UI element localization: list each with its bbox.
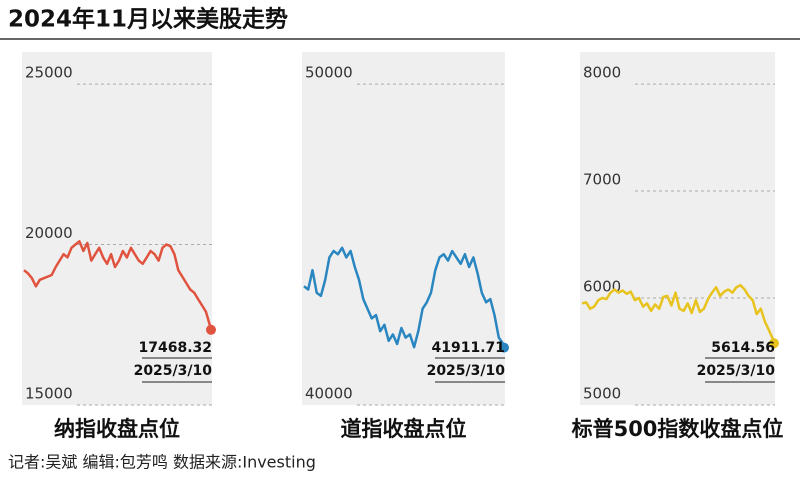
end-value-label: 41911.71 [431,340,505,356]
panel-title: 道指收盘点位 [341,417,467,441]
panel-title: 纳指收盘点位 [54,417,180,441]
y-tick-label: 8000 [583,64,621,82]
y-tick-label: 25000 [25,64,73,82]
plot-background [302,52,505,405]
y-tick-label: 6000 [583,278,621,296]
end-dot [499,342,509,353]
end-dot [206,324,216,335]
plot-background [22,52,212,405]
plot-background [580,52,775,405]
price-line [23,240,212,327]
y-tick-label: 40000 [305,385,353,403]
y-tick-label: 20000 [25,224,73,242]
panel-title: 标普500指数收盘点位 [572,417,784,441]
end-date-label: 2025/3/10 [697,363,776,379]
end-value-label: 5614.56 [711,340,775,356]
page-title: 2024年11月以来美股走势 [8,6,288,33]
price-line [303,246,505,349]
y-tick-label: 50000 [305,64,353,82]
y-tick-label: 15000 [25,385,73,403]
end-date-label: 2025/3/10 [427,363,506,379]
price-line [581,283,775,340]
end-value-label: 17468.32 [138,340,212,356]
end-dot [769,338,779,349]
end-date-label: 2025/3/10 [134,363,213,379]
y-tick-label: 7000 [583,171,621,189]
footer: 记者:吴斌 编辑:包芳鸣 数据来源:Investing [8,453,316,472]
y-tick-label: 5000 [583,385,621,403]
